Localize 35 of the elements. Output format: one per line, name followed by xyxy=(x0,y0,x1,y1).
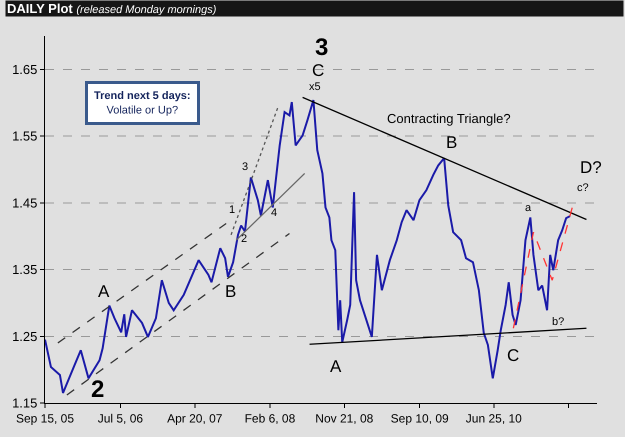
annotation: 2 xyxy=(91,376,104,403)
x-tick-label: Jun 25, 10 xyxy=(466,411,522,426)
annotation: c? xyxy=(577,182,589,194)
line-series xyxy=(512,204,574,329)
annotation: b? xyxy=(552,316,564,328)
x-tick-label: Nov 21, 08 xyxy=(315,411,374,426)
annotation: B xyxy=(446,133,458,152)
annotation: A xyxy=(330,357,342,376)
y-tick-label: 1.15 xyxy=(12,396,38,411)
annotation: Contracting Triangle? xyxy=(387,111,511,126)
annotation: B xyxy=(225,282,236,301)
annotation: A xyxy=(98,282,110,301)
annotation: 4 xyxy=(271,207,278,219)
annotation: 3 xyxy=(315,34,328,61)
chart-subtitle: (released Monday mornings) xyxy=(76,4,217,16)
annotation: 3 xyxy=(242,161,248,173)
annotation: a xyxy=(525,202,532,214)
x-tick-label: Jul 5, 06 xyxy=(98,411,144,426)
x-tick-label: Sep 10, 09 xyxy=(390,411,450,426)
annotation: C xyxy=(507,346,520,365)
chart-title: DAILY Plot xyxy=(7,1,74,16)
annotation: C xyxy=(312,61,324,80)
x-tick-label: Sep 15, 05 xyxy=(16,411,74,426)
y-tick-label: 1.65 xyxy=(12,62,38,77)
x-tick-label: Apr 20, 07 xyxy=(167,411,223,426)
annotation: x5 xyxy=(309,81,321,93)
y-tick-label: 1.35 xyxy=(12,262,38,278)
y-tick-label: 1.25 xyxy=(12,328,38,344)
x-tick-label: Feb 6, 08 xyxy=(244,411,296,426)
y-tick-label: 1.55 xyxy=(12,128,38,144)
annotation: Trend next 5 days: Volatile or Up? xyxy=(94,90,191,116)
annotation: 2 xyxy=(241,233,248,245)
annotation: D? xyxy=(580,158,602,177)
y-tick-label: 1.45 xyxy=(12,195,38,210)
annotation: 1 xyxy=(229,204,236,216)
